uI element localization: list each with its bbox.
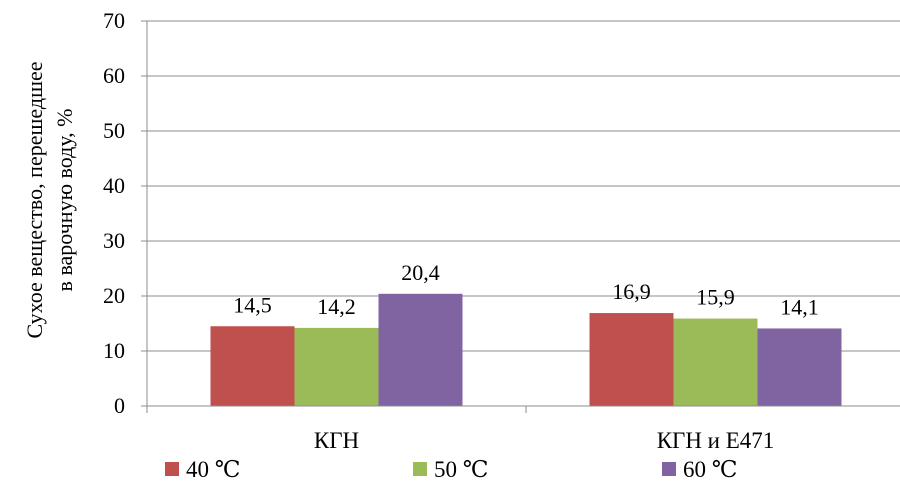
y-axis-ticks: 0 10 20 30 40 50 60 70 — [103, 8, 147, 418]
legend-label: 40 ℃ — [186, 457, 240, 482]
y-axis-title: Сухое вещество, перешедшее в варочную во… — [22, 61, 77, 338]
bar — [210, 326, 295, 406]
bar — [673, 318, 758, 406]
y-axis-title-line-1: Сухое вещество, перешедшее — [22, 61, 47, 338]
y-tick-label: 40 — [103, 173, 125, 198]
bar — [294, 327, 379, 406]
bar — [589, 313, 674, 406]
y-axis-title-line-2: в варочную воду, % — [52, 109, 77, 292]
bars — [210, 293, 842, 406]
bar — [757, 328, 842, 406]
legend-swatch — [165, 462, 179, 476]
legend-swatch — [662, 462, 676, 476]
axes — [141, 21, 900, 413]
data-labels: 14,5 14,2 20,4 16,9 15,9 14,1 — [233, 260, 819, 320]
data-label: 14,5 — [233, 292, 272, 317]
y-tick-label: 0 — [114, 393, 125, 418]
data-label: 15,9 — [696, 285, 735, 310]
y-tick-label: 10 — [103, 338, 125, 363]
legend: 40 ℃ 50 ℃ 60 ℃ — [165, 457, 737, 482]
bar — [378, 293, 463, 406]
x-category-label: КГН — [314, 428, 359, 453]
legend-label: 60 ℃ — [683, 457, 737, 482]
y-tick-label: 60 — [103, 63, 125, 88]
x-axis-categories: КГН КГН и Е471 — [314, 428, 774, 453]
data-label: 14,1 — [780, 294, 819, 319]
data-label: 14,2 — [317, 294, 356, 319]
y-tick-label: 50 — [103, 118, 125, 143]
y-tick-label: 20 — [103, 283, 125, 308]
gridlines — [147, 20, 900, 352]
data-label: 16,9 — [612, 279, 651, 304]
data-label: 20,4 — [401, 260, 440, 285]
x-category-label: КГН и Е471 — [657, 428, 775, 453]
legend-swatch — [413, 462, 427, 476]
y-tick-label: 30 — [103, 228, 125, 253]
y-tick-label: 70 — [103, 8, 125, 33]
legend-label: 50 ℃ — [434, 457, 488, 482]
